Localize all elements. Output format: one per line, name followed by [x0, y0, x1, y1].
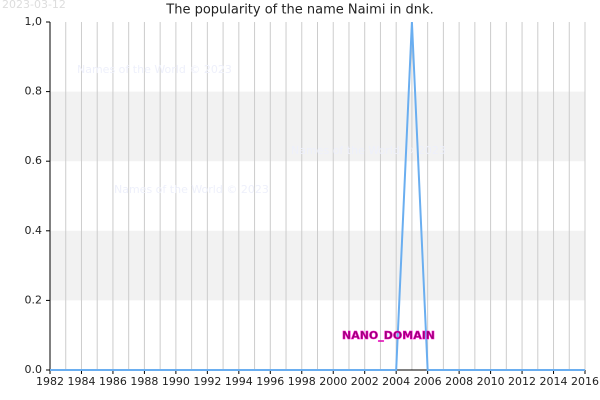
x-tick-label: 2016 — [571, 375, 599, 388]
chart-title: The popularity of the name Naimi in dnk. — [165, 3, 433, 18]
data-line — [50, 21, 585, 371]
x-tick-label: 1996 — [256, 375, 284, 388]
x-tick-label: 2002 — [351, 375, 379, 388]
y-tick-label: 0.2 — [25, 293, 43, 306]
x-tick-label: 1994 — [225, 375, 253, 388]
watermark: Names of the World © 2023 — [114, 183, 269, 196]
y-tick-label: 0.0 — [25, 363, 43, 376]
x-tick-label: 1982 — [36, 375, 64, 388]
x-tick-label: 1990 — [162, 375, 190, 388]
x-tick-label: 1988 — [130, 375, 158, 388]
x-tick-label: 2012 — [508, 375, 536, 388]
x-tick-label: 1992 — [193, 375, 221, 388]
x-tick-label: 2000 — [319, 375, 347, 388]
x-tick-label: 2006 — [414, 375, 442, 388]
watermark: Names of the World © 2023 — [77, 63, 232, 76]
x-tick-label: 2010 — [477, 375, 505, 388]
y-tick-label: 0.8 — [25, 85, 43, 98]
domain-label: NANO_DOMAIN — [342, 329, 435, 342]
x-tick-label: 2014 — [540, 375, 568, 388]
y-tick-label: 0.4 — [25, 224, 43, 237]
x-tick-label: 2008 — [445, 375, 473, 388]
date-stamp: 2023-03-12 — [2, 0, 66, 11]
x-tick-label: 1998 — [288, 375, 316, 388]
watermark: Names of the World © 2023 — [291, 144, 446, 157]
x-tick-label: 1986 — [99, 375, 127, 388]
x-tick-label: 2004 — [382, 375, 410, 388]
x-tick-label: 1984 — [67, 375, 95, 388]
y-tick-label: 0.6 — [25, 154, 43, 167]
y-tick-label: 1,0 — [25, 15, 43, 28]
